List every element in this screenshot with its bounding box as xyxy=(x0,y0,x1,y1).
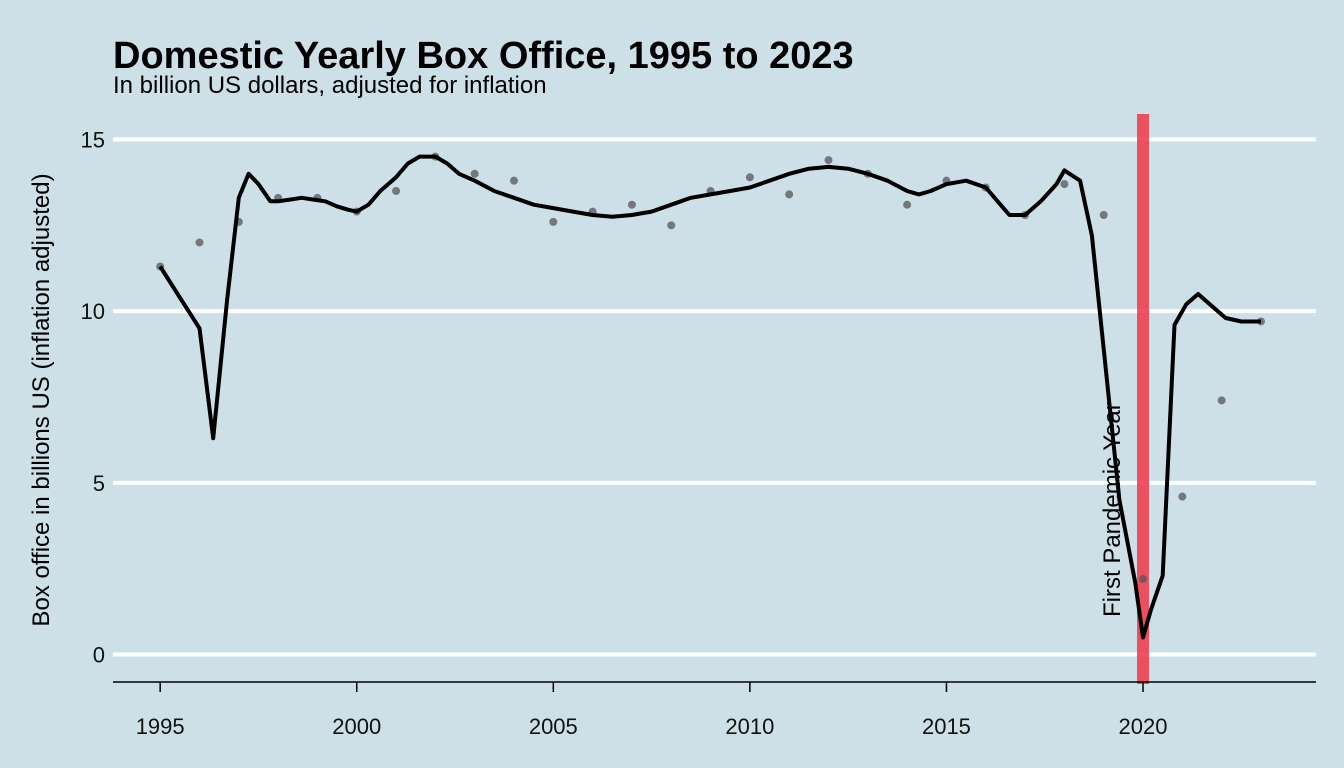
x-tick-label: 2015 xyxy=(922,714,971,739)
y-tick-label: 15 xyxy=(81,127,105,152)
x-axis: 1995 2000 2005 2010 2015 2020 xyxy=(113,681,1316,739)
x-tick-label: 2020 xyxy=(1119,714,1168,739)
data-point xyxy=(392,186,401,195)
data-point xyxy=(1139,574,1148,583)
data-point xyxy=(785,190,794,199)
pandemic-highlight: First Pandemic Year xyxy=(1099,114,1150,684)
data-point xyxy=(1217,396,1226,405)
x-tick-label: 1995 xyxy=(136,714,185,739)
x-tick-label: 2000 xyxy=(332,714,381,739)
data-point xyxy=(824,156,833,165)
y-tick-labels: 0 5 10 15 xyxy=(81,127,105,667)
smooth-series-line xyxy=(158,154,1261,640)
gridlines xyxy=(113,137,1316,657)
data-point xyxy=(549,217,558,226)
y-tick-label: 0 xyxy=(93,643,105,668)
y-axis-label: Box office in billions US (inflation adj… xyxy=(28,173,55,626)
smooth-line xyxy=(158,154,1261,640)
x-tick-label: 2010 xyxy=(725,714,774,739)
data-point xyxy=(1060,180,1069,189)
data-point xyxy=(1099,211,1108,220)
data-point xyxy=(195,238,204,247)
pandemic-band xyxy=(1137,114,1150,684)
data-point xyxy=(510,176,518,185)
data-point xyxy=(903,200,912,209)
chart-subtitle: In billion US dollars, adjusted for infl… xyxy=(113,72,547,99)
data-point xyxy=(1178,492,1187,501)
data-point xyxy=(667,221,676,230)
x-tick-label: 2005 xyxy=(529,714,578,739)
data-point xyxy=(745,173,754,182)
y-tick-label: 10 xyxy=(81,299,105,324)
data-point xyxy=(470,169,479,178)
chart-title: Domestic Yearly Box Office, 1995 to 2023 xyxy=(113,35,854,77)
y-tick-label: 5 xyxy=(93,471,105,496)
data-point xyxy=(627,200,636,209)
